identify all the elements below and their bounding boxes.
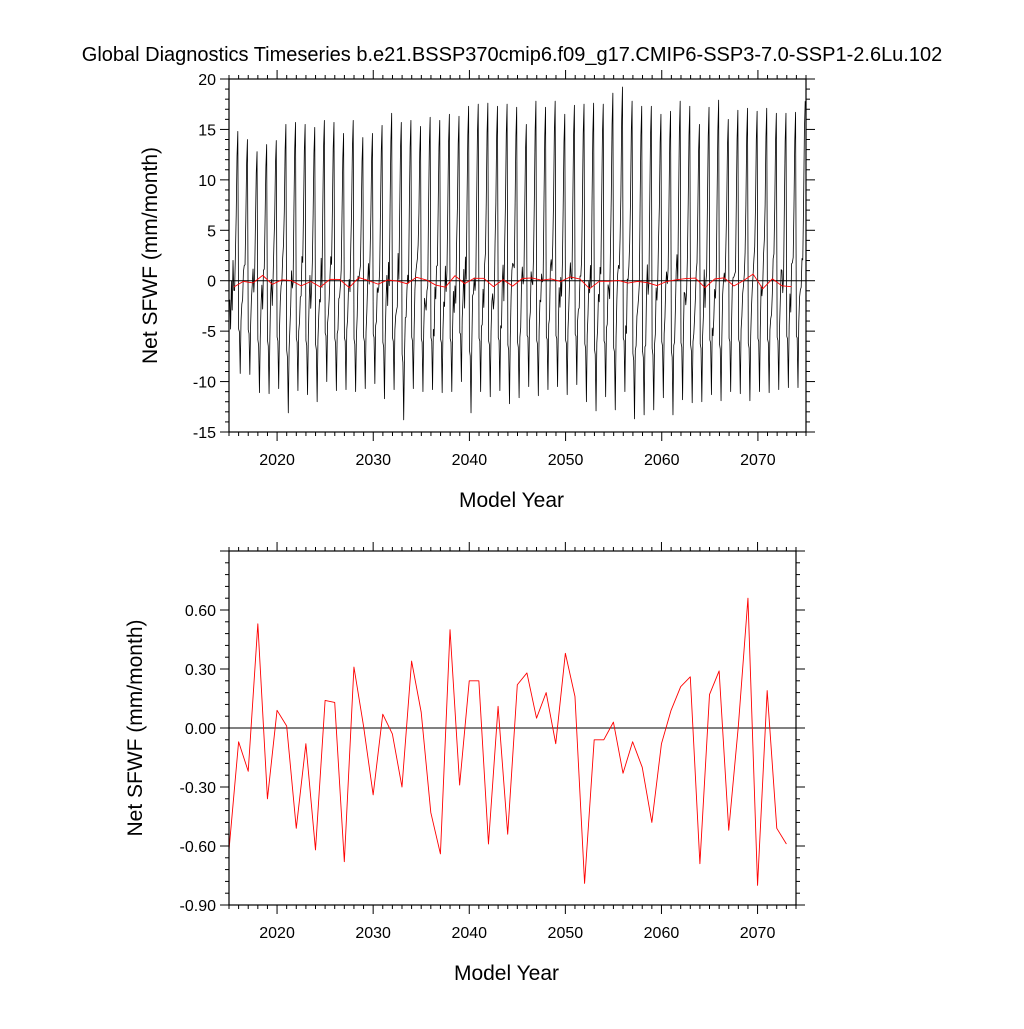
plot-1: 2020 2030 2040 2050 2060 2070 -15 -10 -5 0 5 10 15 20… <box>139 70 815 512</box>
x-tick-label: 2040 <box>452 452 488 469</box>
x-tick-label: 2020 <box>259 452 295 469</box>
x-tick-label: 2050 <box>548 452 584 469</box>
x-tick-label: 2070 <box>740 925 776 942</box>
y-tick-label: -0.60 <box>180 839 217 856</box>
y-tick-label: -5 <box>202 324 216 341</box>
y-tick-label: 20 <box>198 72 216 89</box>
y-tick-label: 0.60 <box>185 603 216 620</box>
x-tick-label: 2030 <box>355 452 391 469</box>
annual-mean-line <box>233 273 792 290</box>
y-axis-title: Net SFWF (mm/month) <box>124 619 147 836</box>
y-axis-title: Net SFWF (mm/month) <box>139 147 162 364</box>
x-tick-label: 2030 <box>355 925 391 942</box>
x-tick-label: 2040 <box>451 925 487 942</box>
x-tick-label: 2060 <box>644 925 680 942</box>
x-tick-label: 2050 <box>548 925 584 942</box>
y-tick-label: 5 <box>207 223 216 240</box>
y-tick-label: -0.30 <box>180 780 217 797</box>
y-tick-label: 0.30 <box>185 662 216 679</box>
y-tick-label: 0 <box>207 274 216 291</box>
y-tick-label: 10 <box>198 173 216 190</box>
x-tick-label: 2020 <box>259 925 295 942</box>
y-tick-label: 0.00 <box>185 721 216 738</box>
y-tick-label: -10 <box>193 375 216 392</box>
monthly-series-line <box>228 86 806 421</box>
y-tick-label: -15 <box>193 425 216 442</box>
plot-2: 2020 2030 2040 2050 2060 2070 -0.90 -0.60 -0.30 0… <box>124 542 805 985</box>
annual-mean-line <box>228 597 787 886</box>
x-axis-title: Model Year <box>454 962 559 985</box>
x-tick-label: 2060 <box>644 452 680 469</box>
x-axis-title: Model Year <box>459 489 564 512</box>
x-tick-label: 2070 <box>740 452 776 469</box>
figure-title: Global Diagnostics Timeseries b.e21.BSSP… <box>81 44 943 66</box>
y-tick-label: 15 <box>198 122 216 139</box>
y-tick-label: -0.90 <box>180 898 217 915</box>
